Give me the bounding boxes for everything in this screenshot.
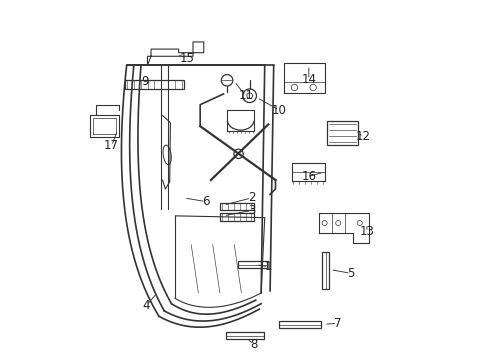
Text: 1: 1 <box>265 260 272 273</box>
Text: 15: 15 <box>179 51 195 64</box>
Text: 17: 17 <box>104 139 119 152</box>
Text: 3: 3 <box>248 204 255 217</box>
Text: 6: 6 <box>202 195 209 208</box>
Text: 16: 16 <box>301 170 317 183</box>
Text: 9: 9 <box>142 75 149 88</box>
Text: 13: 13 <box>360 225 374 238</box>
Text: 10: 10 <box>271 104 287 117</box>
Text: 8: 8 <box>250 338 258 351</box>
Text: 11: 11 <box>238 89 253 102</box>
Text: 4: 4 <box>143 299 150 312</box>
Text: 2: 2 <box>248 192 255 204</box>
Text: 12: 12 <box>356 130 371 144</box>
Text: 7: 7 <box>334 317 341 330</box>
Text: 5: 5 <box>347 267 354 280</box>
Text: 14: 14 <box>301 73 317 86</box>
